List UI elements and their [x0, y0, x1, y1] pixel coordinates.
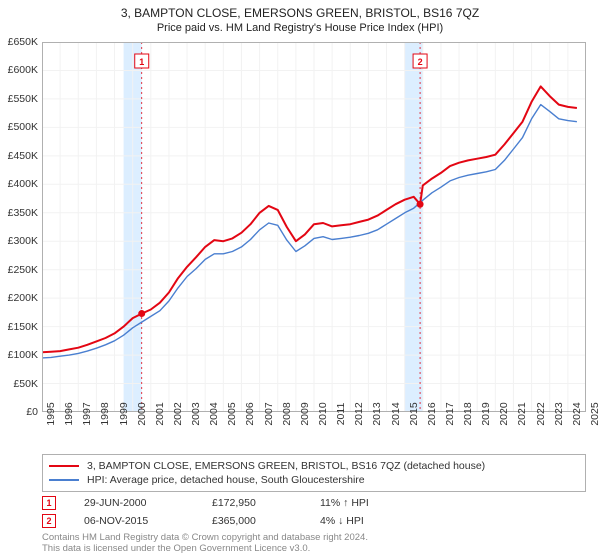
sale-delta: 4% ↓ HPI [320, 515, 420, 527]
legend-swatch [49, 479, 79, 480]
legend-swatch [49, 465, 79, 467]
footer: Contains HM Land Registry data © Crown c… [42, 532, 368, 555]
x-axis-label: 2014 [390, 402, 402, 425]
x-axis-label: 2020 [498, 402, 510, 425]
legend: 3, BAMPTON CLOSE, EMERSONS GREEN, BRISTO… [42, 454, 586, 492]
x-axis-label: 2019 [480, 402, 492, 425]
y-axis-label: £400K [2, 178, 38, 190]
sale-row: 1 29-JUN-2000 £172,950 11% ↑ HPI [42, 494, 586, 512]
legend-item-property: 3, BAMPTON CLOSE, EMERSONS GREEN, BRISTO… [49, 459, 579, 473]
sale-marker-icon: 1 [42, 496, 56, 510]
sale-row: 2 06-NOV-2015 £365,000 4% ↓ HPI [42, 512, 586, 530]
x-axis-label: 1999 [118, 402, 130, 425]
x-axis-label: 2006 [244, 402, 256, 425]
x-axis-label: 2017 [444, 402, 456, 425]
footer-line: This data is licensed under the Open Gov… [42, 543, 368, 554]
page-subtitle: Price paid vs. HM Land Registry's House … [0, 20, 600, 38]
y-axis-label: £550K [2, 93, 38, 105]
y-axis-label: £450K [2, 150, 38, 162]
y-axis-label: £500K [2, 121, 38, 133]
x-axis-label: 2007 [263, 402, 275, 425]
x-axis-label: 2023 [553, 402, 565, 425]
legend-item-hpi: HPI: Average price, detached house, Sout… [49, 473, 579, 487]
x-axis-label: 2025 [589, 402, 600, 425]
x-axis-label: 2004 [208, 402, 220, 425]
y-axis-label: £600K [2, 64, 38, 76]
x-axis-label: 1996 [63, 402, 75, 425]
x-axis-label: 2010 [317, 402, 329, 425]
x-axis-label: 2013 [371, 402, 383, 425]
y-axis-label: £50K [2, 378, 38, 390]
sale-price: £172,950 [212, 497, 292, 509]
x-axis-label: 2003 [190, 402, 202, 425]
x-axis-label: 2024 [571, 402, 583, 425]
y-axis-label: £100K [2, 349, 38, 361]
sale-date: 29-JUN-2000 [84, 497, 184, 509]
y-axis-label: £150K [2, 321, 38, 333]
x-axis-label: 2012 [353, 402, 365, 425]
sale-date: 06-NOV-2015 [84, 515, 184, 527]
sale-price: £365,000 [212, 515, 292, 527]
x-axis-label: 2000 [136, 402, 148, 425]
x-axis-label: 1998 [99, 402, 111, 425]
x-axis-label: 2016 [426, 402, 438, 425]
svg-text:2: 2 [418, 57, 423, 67]
price-chart: 12 [42, 42, 586, 412]
x-axis-label: 2005 [226, 402, 238, 425]
legend-label: HPI: Average price, detached house, Sout… [87, 474, 365, 486]
x-axis-label: 2015 [408, 402, 420, 425]
x-axis-label: 2021 [516, 402, 528, 425]
svg-text:1: 1 [139, 57, 144, 67]
legend-label: 3, BAMPTON CLOSE, EMERSONS GREEN, BRISTO… [87, 460, 485, 472]
x-axis-label: 2001 [154, 402, 166, 425]
y-axis-label: £0 [2, 406, 38, 418]
y-axis-label: £300K [2, 235, 38, 247]
y-axis-label: £650K [2, 36, 38, 48]
page-title: 3, BAMPTON CLOSE, EMERSONS GREEN, BRISTO… [0, 0, 600, 20]
x-axis-label: 1995 [45, 402, 57, 425]
x-axis-label: 2008 [281, 402, 293, 425]
y-axis-label: £200K [2, 292, 38, 304]
x-axis-label: 2009 [299, 402, 311, 425]
y-axis-label: £250K [2, 264, 38, 276]
y-axis-label: £350K [2, 207, 38, 219]
sales-table: 1 29-JUN-2000 £172,950 11% ↑ HPI 2 06-NOV-201… [42, 494, 586, 530]
footer-line: Contains HM Land Registry data © Crown c… [42, 532, 368, 543]
x-axis-label: 2022 [535, 402, 547, 425]
x-axis-label: 1997 [81, 402, 93, 425]
x-axis-label: 2018 [462, 402, 474, 425]
sale-delta: 11% ↑ HPI [320, 497, 420, 509]
sale-marker-icon: 2 [42, 514, 56, 528]
x-axis-label: 2011 [335, 403, 347, 426]
x-axis-label: 2002 [172, 402, 184, 425]
